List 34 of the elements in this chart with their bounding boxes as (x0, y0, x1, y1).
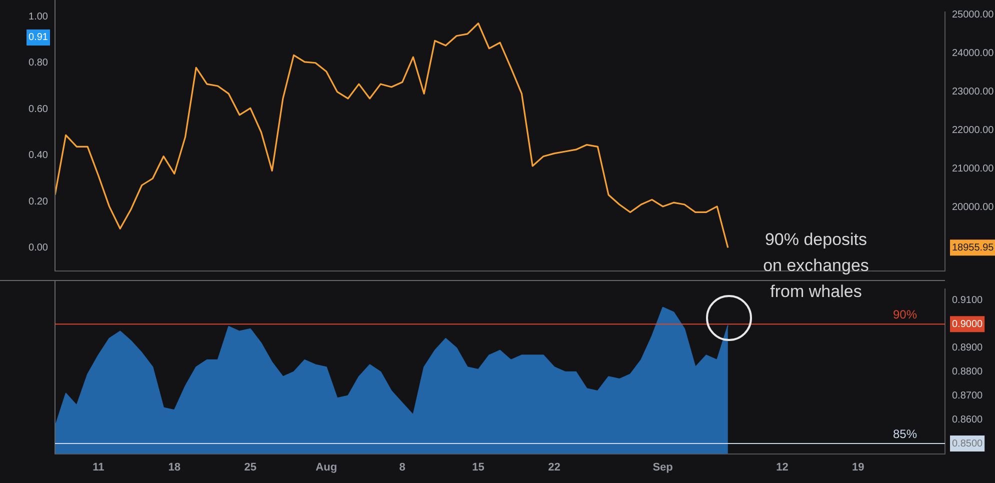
x-tick-label: Sep (652, 461, 674, 474)
x-tick-label: 12 (776, 461, 788, 474)
y-tick-label: 0.8500 (952, 438, 984, 450)
y2-tick-label: 21000.00 (952, 164, 994, 175)
x-tick-label: 15 (472, 461, 484, 474)
y-tick-label: 0.60 (28, 104, 48, 115)
x-tick-label: 22 (548, 461, 560, 474)
y2-tick-label: 20000.00 (952, 202, 994, 214)
y2-tick-label: 24000.00 (952, 48, 994, 59)
y2-tick-label: 22000.00 (952, 125, 994, 136)
x-tick-label: 8 (399, 461, 406, 474)
y-tick-label: 0.80 (28, 58, 48, 69)
y-tick-label: 0.8600 (952, 414, 984, 426)
x-tick-label: 25 (244, 461, 256, 474)
y-tick-label: 0.00 (28, 242, 48, 254)
y-tick-label: 0.8900 (952, 342, 984, 354)
annotation: 90% deposits on exchanges from whales (762, 229, 870, 303)
y-tick-label: 1.00 (28, 11, 48, 22)
x-tick-label: 18 (168, 461, 181, 474)
y-tick-label: 0.9000 (952, 318, 984, 330)
y2-tick-label: 25000.00 (952, 9, 994, 20)
y2-tick-label: 18955.95 (952, 242, 994, 254)
y-tick-label: 0.8800 (952, 366, 984, 378)
x-tick-label: 19 (852, 461, 864, 474)
y-tick-label: 0.9100 (952, 294, 984, 306)
x-tick-label: 11 (92, 461, 104, 474)
y2-tick-label: 23000.00 (952, 86, 994, 98)
y-tick-label: 0.20 (28, 196, 48, 208)
ref-line-label: 85% (892, 426, 918, 441)
ref-line-label: 90% (892, 307, 918, 322)
y-tick-label: 0.8700 (952, 390, 984, 402)
y-tick-label: 0.91 (28, 32, 48, 44)
y-tick-label: 0.40 (28, 150, 48, 162)
x-tick-label: Aug (316, 461, 338, 474)
